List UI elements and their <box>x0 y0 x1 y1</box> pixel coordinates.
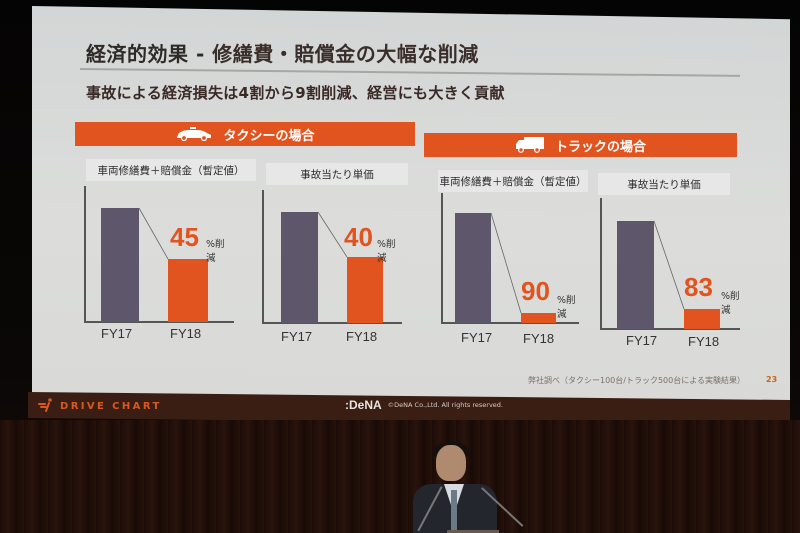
y-axis <box>84 186 86 322</box>
x-label-fy17: FY17 <box>461 330 493 345</box>
taxi-car-icon <box>175 127 213 141</box>
section-header-label: トラックの場合 <box>554 139 646 155</box>
x-label-fy17: FY17 <box>101 326 133 341</box>
speaker-head <box>436 445 466 481</box>
x-label-fy17: FY17 <box>626 333 658 348</box>
dena-footer: :DeNA ©DeNA Co.,Ltd. All rights reserved… <box>345 398 503 412</box>
reduction-connector <box>653 220 685 310</box>
drive-chart-logo-icon <box>38 398 54 415</box>
chart-taxi-repair-cost: 45 %削減 <box>84 186 234 323</box>
bar-fy18 <box>684 309 720 329</box>
dena-logo: :DeNA <box>345 398 382 412</box>
x-axis <box>441 322 579 324</box>
reduction-value: 45 <box>170 222 199 252</box>
x-label-fy18: FY18 <box>346 329 378 344</box>
reduction-unit: %削減 <box>377 239 396 264</box>
source-note: 弊社調べ（タクシー100台/トラック500台による実験結果） <box>528 376 745 385</box>
speaker-tie <box>451 490 457 530</box>
chart-label: 車両修繕費＋賠償金（暫定値） <box>86 159 256 181</box>
y-axis <box>600 198 602 329</box>
x-label-fy18: FY18 <box>688 334 720 349</box>
drive-chart-brand: DRIVE CHART <box>38 398 162 415</box>
reduction-value: 90 <box>521 276 550 306</box>
x-axis <box>600 328 740 330</box>
reduction-value: 83 <box>684 272 713 302</box>
bar-fy17 <box>281 212 318 323</box>
bar-fy18 <box>168 259 208 322</box>
title-prefix: 経済的効果 - <box>86 42 213 66</box>
bar-fy17 <box>101 208 139 322</box>
y-axis <box>441 193 443 323</box>
section-header-taxi: タクシーの場合 <box>75 122 415 146</box>
reduction-connector <box>490 212 522 314</box>
reduction-unit: %削減 <box>721 291 740 316</box>
reduction-unit: %削減 <box>557 295 576 320</box>
x-axis <box>262 322 402 324</box>
chart-taxi-unit-cost: 40 %削減 <box>262 190 402 324</box>
copyright-text: ©DeNA Co.,Ltd. All rights reserved. <box>387 401 503 409</box>
chart-truck-repair-cost: 90 %削減 <box>441 193 579 324</box>
chart-label: 事故当たり単価 <box>598 173 730 195</box>
bar-fy17 <box>617 221 654 329</box>
x-label-fy18: FY18 <box>170 326 202 341</box>
slide-subtitle: 事故による経済損失は4割から9割削減、経営にも大きく貢献 <box>86 84 505 102</box>
title-main: 修繕費・賠償金の大幅な削減 <box>212 42 479 66</box>
bar-fy18 <box>521 313 556 323</box>
section-header-truck: トラックの場合 <box>424 133 737 157</box>
chart-label: 事故当たり単価 <box>266 163 408 185</box>
x-label-fy17: FY17 <box>281 329 313 344</box>
reduction-unit: %削減 <box>206 239 225 264</box>
slide-title: 経済的効果 - 修繕費・賠償金の大幅な削減 <box>86 38 479 67</box>
bar-fy17 <box>455 213 491 323</box>
chart-label: 車両修繕費＋賠償金（暫定値） <box>438 170 588 192</box>
chart-truck-unit-cost: 83 %削減 <box>600 198 740 330</box>
truck-icon <box>515 137 545 153</box>
stage-curtain <box>0 420 800 533</box>
bar-fy18 <box>347 257 383 323</box>
section-header-label: タクシーの場合 <box>223 128 315 144</box>
x-label-fy18: FY18 <box>523 331 555 346</box>
podium <box>447 530 499 533</box>
reduction-value: 40 <box>344 222 373 252</box>
page-number: 23 <box>766 375 778 384</box>
reduction-connector <box>138 207 169 260</box>
brand-name: DRIVE CHART <box>60 401 162 412</box>
y-axis <box>262 190 264 323</box>
x-axis <box>84 321 234 323</box>
reduction-connector <box>317 211 348 258</box>
